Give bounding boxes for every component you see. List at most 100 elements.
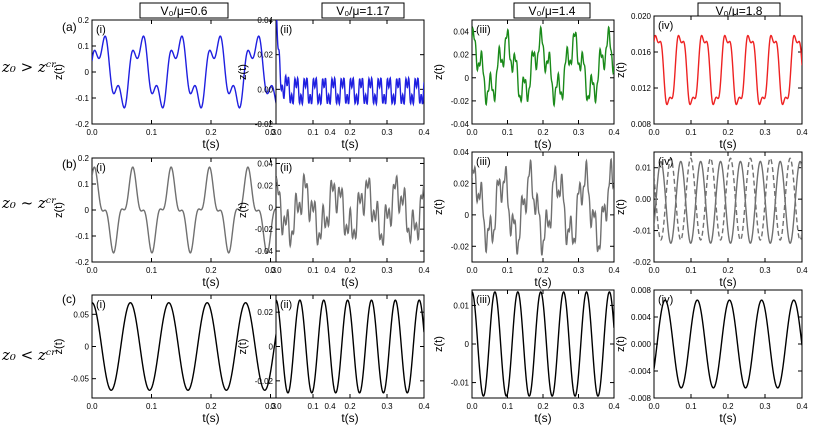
panel-b4: 0.0 0.1 0.2 0.3 0.4 -0.02 -0.01 0.00 0.01 t(s) z(t…	[615, 151, 808, 289]
x-tick-label: 0.1	[685, 266, 697, 275]
x-tick-label: 0.3	[381, 402, 393, 411]
y-tick-label: 0.020	[631, 12, 652, 21]
plot-frame	[653, 15, 803, 125]
plot-frame	[471, 19, 615, 125]
series-line-1	[472, 157, 614, 256]
y-tick-label: 0.05	[73, 310, 89, 319]
y-tick-label: 0	[85, 206, 90, 215]
x-tick-label: 0.1	[685, 402, 697, 411]
y-axis-label: z(t)	[237, 64, 249, 80]
y-tick-label: 0.02	[453, 179, 469, 188]
panel-label: (iii)	[476, 294, 491, 306]
y-tick-label: -0.2	[75, 120, 89, 129]
panel-c2: 0.0 0.1 0.2 0.3 0.4 -0.02 0 0.02 t(s) z(t) (ii)	[237, 294, 430, 425]
panel-a4: 0.0 0.1 0.2 0.3 0.4 0.008 0.012 0.016 0.020 t(s) z…	[615, 12, 808, 151]
y-tick-label: 0.1	[78, 180, 90, 189]
x-tick-label: 0.3	[573, 402, 585, 411]
y-axis-label: z(t)	[237, 202, 249, 218]
row-tag-b: (b)	[62, 157, 77, 171]
x-tick-label: 0.3	[759, 402, 771, 411]
x-tick-label: 0.2	[205, 266, 217, 275]
x-tick-label: 0.4	[324, 266, 336, 275]
x-axis-label: t(s)	[341, 411, 358, 425]
col-header-4: V₀/μ=1.8	[716, 4, 763, 18]
y-tick-label: 0.01	[635, 164, 651, 173]
x-tick-label: 0.0	[270, 402, 282, 411]
panel-b3: 0.0 0.1 0.2 0.3 0.4 -0.02 0 0.02 0.04 t(s) z(t) (ii…	[433, 148, 620, 289]
series-line-1	[276, 172, 424, 249]
row-label-b: z₀ ~ zᶜʳ	[1, 194, 56, 212]
x-tick-label: 0.1	[146, 402, 158, 411]
x-tick-label: 0.1	[502, 266, 514, 275]
x-tick-label: 0.4	[608, 402, 620, 411]
x-tick-label: 0.0	[270, 128, 282, 137]
y-axis-label: z(t)	[53, 339, 65, 355]
x-tick-label: 0.4	[608, 128, 620, 137]
x-axis-label: t(s)	[719, 275, 736, 289]
series-line-1	[276, 299, 424, 394]
x-axis-label: t(s)	[534, 275, 551, 289]
panel-label: (iii)	[476, 24, 491, 36]
y-axis-label: z(t)	[53, 202, 65, 218]
x-tick-label: 0.2	[344, 128, 356, 137]
panel-label: (iv)	[658, 156, 673, 168]
x-tick-label: 0.1	[146, 266, 158, 275]
y-tick-label: 0.00	[257, 85, 273, 94]
panel-label: (i)	[96, 24, 106, 36]
x-tick-label: 0.2	[344, 402, 356, 411]
x-tick-label: 0.1	[146, 128, 158, 137]
panel-label: (i)	[96, 162, 106, 174]
y-tick-label: -0.2	[75, 258, 89, 267]
panel-label: (iv)	[658, 20, 673, 32]
x-tick-label: 0.1	[307, 402, 319, 411]
col-header-box-3	[513, 2, 591, 19]
col-header-box-2	[321, 2, 405, 19]
y-axis-label: z(t)	[615, 199, 627, 215]
y-tick-label: -0.05	[71, 375, 90, 384]
x-tick-label: 0.1	[502, 128, 514, 137]
y-axis-label: z(t)	[433, 199, 445, 215]
panel-label: (iii)	[476, 156, 491, 168]
y-tick-label: -0.02	[633, 258, 652, 267]
panel-c3: 0.0 0.1 0.2 0.3 0.4 -0.01 0 0.01 t(s) z(t) (iii)	[433, 289, 620, 425]
y-tick-label: 0.012	[631, 84, 652, 93]
y-tick-label: 0.04	[257, 159, 273, 168]
col-header-3: V₀/μ=1.4	[529, 4, 576, 18]
y-tick-label: -0.02	[255, 377, 274, 386]
x-tick-label: 0.0	[466, 266, 478, 275]
y-tick-label: 0.04	[453, 148, 469, 157]
x-axis-label: t(s)	[719, 411, 736, 425]
x-tick-label: 0.4	[796, 402, 808, 411]
x-tick-label: 0.2	[537, 128, 549, 137]
x-tick-label: 0.2	[722, 128, 734, 137]
x-tick-label: 0.4	[796, 128, 808, 137]
x-tick-label: 0.2	[205, 402, 217, 411]
x-tick-label: 0.4	[418, 402, 430, 411]
x-tick-label: 0.0	[648, 128, 660, 137]
x-tick-label: 0.3	[265, 128, 277, 137]
series-line-1	[472, 24, 614, 108]
panel-label: (i)	[96, 299, 106, 311]
x-tick-label: 0.3	[759, 266, 771, 275]
x-tick-label: 0.1	[307, 128, 319, 137]
x-tick-label: 0.0	[86, 128, 98, 137]
y-tick-label: 0.02	[257, 181, 273, 190]
x-tick-label: 0.1	[502, 402, 514, 411]
y-tick-label: 0	[465, 340, 470, 349]
panels: 0.0 0.1 0.2 0.3 0.4-0.2-0.100.10.2t(s)z(t)(i…	[53, 12, 808, 425]
row-label-a: z₀ > zᶜʳ	[1, 58, 56, 76]
series-line-1	[654, 299, 802, 389]
y-axis-label: z(t)	[237, 339, 249, 355]
y-tick-label: 0.008	[631, 286, 652, 295]
row-tag-c: (c)	[62, 292, 76, 306]
y-tick-label: 0.008	[631, 120, 652, 129]
y-tick-label: -0.02	[451, 97, 470, 106]
x-tick-label: 0.0	[86, 266, 98, 275]
x-tick-label: 0.0	[466, 128, 478, 137]
x-axis-label: t(s)	[534, 137, 551, 151]
y-tick-label: 0	[465, 74, 470, 83]
x-tick-label: 0.4	[418, 128, 430, 137]
y-tick-label: 0.04	[453, 28, 469, 37]
x-tick-label: 0.3	[573, 266, 585, 275]
